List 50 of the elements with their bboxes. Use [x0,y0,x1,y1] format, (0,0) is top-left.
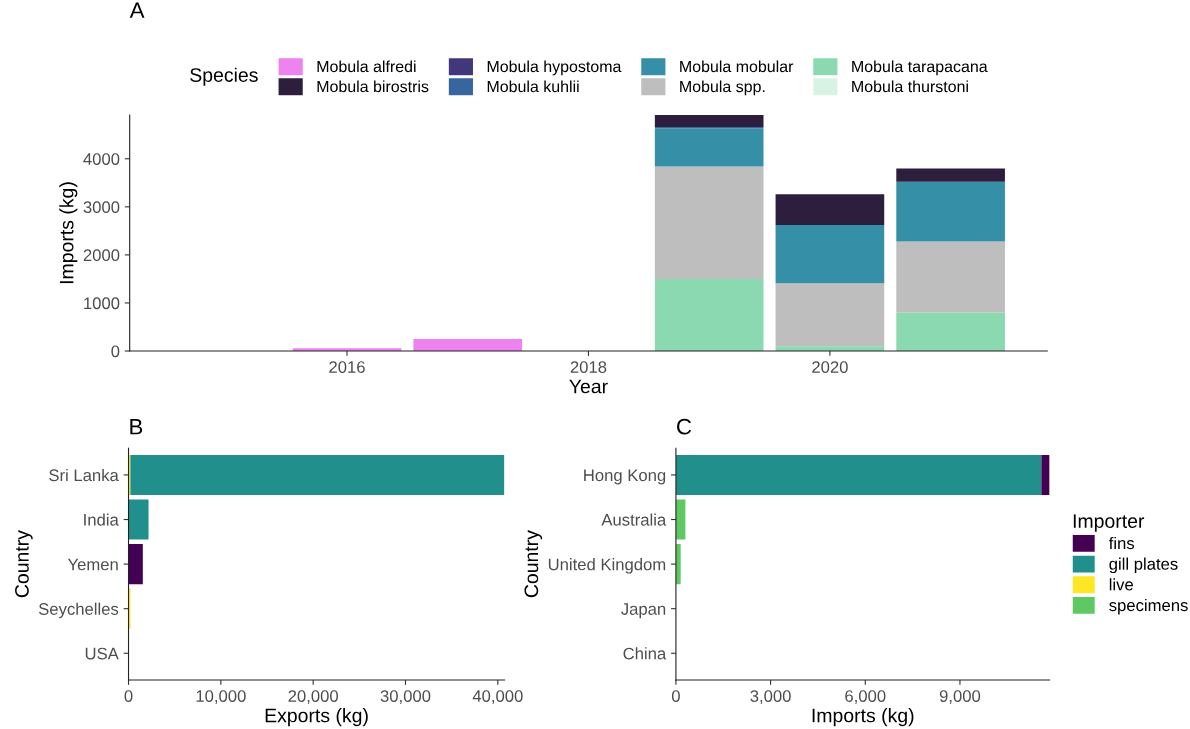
legend-label: fins [1108,536,1135,550]
x-tick-label: 20,000 [288,690,339,704]
y-tick-label: 0 [111,345,120,358]
x-tick-label: 30,000 [380,690,431,704]
x-tick-label: 40,000 [472,690,523,704]
legend-label: specimens [1109,598,1188,615]
x-axis-title: Year [569,379,608,394]
y-tick-label: Sri Lanka [49,468,119,482]
y-axis-title: Country [524,530,543,598]
chart-title: B [130,419,143,435]
x-axis-title: Exports (kg) [265,708,368,727]
legend-label: Mobula thurstoni [852,80,968,93]
legend-title: Importer [1073,514,1145,532]
y-tick-label: Japan [621,603,666,619]
chart-title: C [677,418,692,435]
y-tick-label: United Kingdom [548,558,666,574]
y-tick-label: Hong Kong [584,469,666,485]
legend-label: Mobula hypostoma [487,60,622,76]
y-tick-label: Yemen [67,558,118,571]
y-tick-label: 1000 [84,297,120,310]
y-axis-title: Country [15,530,33,598]
x-tick-label: 3,000 [750,690,791,704]
legend-label: Mobula mobular [680,60,794,73]
x-axis-title: Imports (kg) [812,708,914,727]
y-tick-label: USA [85,647,119,660]
x-tick-label: 0 [671,690,680,702]
x-tick-label: 2016 [329,361,365,373]
y-axis-title: Imports (kg) [59,182,78,284]
y-tick-label: China [623,647,667,660]
x-tick-label: 2020 [812,361,848,373]
legend-label: gill plates [1109,557,1178,574]
legend-label: Mobula spp. [680,80,765,96]
legend-label: Mobula kuhlii [487,80,579,93]
legend-label: Mobula birostris [317,80,429,93]
y-tick-label: 4000 [83,153,120,165]
legend-label: live [1109,578,1133,591]
y-tick-label: 2000 [83,249,120,262]
y-tick-label: Seychelles [38,602,119,619]
x-tick-label: 6,000 [845,690,886,704]
legend-title: Species [190,67,258,86]
y-tick-label: India [84,513,119,526]
y-tick-label: 3000 [83,201,120,214]
x-tick-label: 9,000 [939,690,981,704]
legend-label: Mobula tarapacana [852,60,988,76]
legend-label: Mobula alfredi [317,60,416,73]
chart-title: A [129,2,145,18]
y-tick-label: Australia [601,513,667,526]
x-tick-label: 2018 [570,361,607,373]
x-tick-label: 0 [124,690,133,702]
x-tick-label: 10,000 [196,690,246,704]
